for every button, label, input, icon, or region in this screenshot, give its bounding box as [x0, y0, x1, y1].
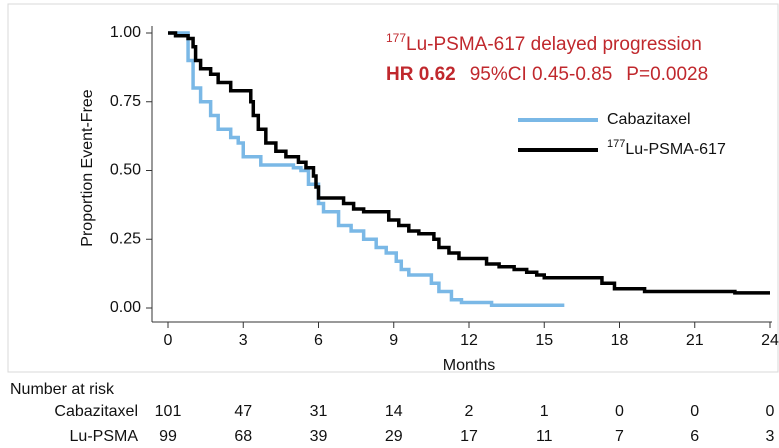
risk-row-label: Lu-PSMA — [70, 428, 139, 445]
x-tick-label: 0 — [164, 332, 173, 349]
x-tick-label: 21 — [686, 332, 704, 349]
risk-count: 14 — [385, 403, 403, 420]
risk-count: 31 — [310, 403, 328, 420]
risk-count: 99 — [159, 428, 177, 445]
p-value: P=0.0028 — [626, 64, 708, 85]
y-axis-label: Proportion Event-Free — [79, 89, 96, 247]
x-tick-label: 3 — [239, 332, 248, 349]
x-tick-label: 24 — [761, 332, 779, 349]
survival-curve — [168, 31, 770, 295]
risk-count: 17 — [460, 428, 478, 445]
legend-name: Cabazitaxel — [607, 111, 691, 128]
frame — [7, 3, 779, 373]
risk-count: 7 — [615, 428, 624, 445]
risk-count: 0 — [766, 403, 775, 420]
annotation: 177Lu-PSMA-617 delayed progression — [386, 31, 702, 55]
x-tick-label: 6 — [314, 332, 323, 349]
risk-count: 101 — [155, 403, 182, 420]
x-tick-label: 12 — [460, 332, 478, 349]
risk-title: Number at risk — [10, 381, 115, 398]
y-tick-label: 0.75 — [110, 93, 141, 110]
risk-count: 39 — [310, 428, 328, 445]
x-tick-label: 9 — [389, 332, 398, 349]
risk-count: 29 — [385, 428, 403, 445]
ci: 95%CI 0.45-0.85 — [470, 64, 613, 85]
risk-count: 6 — [690, 428, 699, 445]
legend-sup: 177 — [607, 138, 625, 150]
legend-name: Lu-PSMA-617 — [625, 141, 726, 158]
y-tick-label: 0.25 — [110, 230, 141, 247]
legend-label: Cabazitaxel — [607, 111, 691, 128]
legend-label: 177Lu-PSMA-617 — [607, 138, 726, 158]
annotation-stats: HR 0.62 95%CI 0.45-0.85 P=0.0028 — [386, 64, 708, 85]
survival-curve — [168, 31, 565, 307]
risk-count: 0 — [690, 403, 699, 420]
risk-count: 2 — [465, 403, 474, 420]
hr: HR 0.62 — [386, 64, 456, 85]
y-tick-label: 0.00 — [110, 299, 141, 316]
risk-count: 0 — [615, 403, 624, 420]
x-tick-label: 18 — [611, 332, 629, 349]
risk-count: 68 — [234, 428, 252, 445]
risk-count: 11 — [536, 428, 553, 445]
annotation-sup: 177 — [386, 31, 406, 45]
x-axis-label: Months — [443, 357, 495, 374]
risk-count: 47 — [234, 403, 252, 420]
x-tick-label: 15 — [535, 332, 553, 349]
y-tick-label: 0.50 — [110, 162, 141, 179]
risk-count: 3 — [766, 428, 775, 445]
annotation-text: Lu-PSMA-617 delayed progression — [406, 34, 702, 55]
y-tick-label: 1.00 — [110, 24, 141, 41]
risk-count: 1 — [540, 403, 549, 420]
risk-row-label: Cabazitaxel — [54, 403, 138, 420]
